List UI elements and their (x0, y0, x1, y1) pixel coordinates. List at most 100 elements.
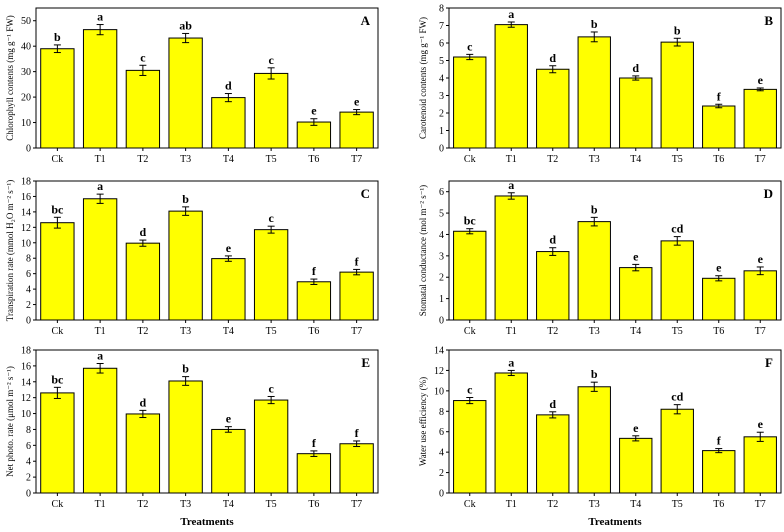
error-bar (466, 228, 474, 235)
y-tick-label: 8 (26, 425, 31, 436)
y-tick-label: 5 (439, 209, 444, 220)
y-tick-label: 3 (439, 251, 444, 262)
significance-letter: bc (51, 372, 64, 386)
category-label: T5 (266, 154, 277, 165)
category-label: T3 (180, 326, 191, 337)
error-bar (182, 32, 190, 44)
panel-letter: A (361, 13, 371, 28)
panel-d-chart: bc Ck a T1 d T2 b T3 e T4 cd T5 e T6 e T7 0 1 2 3 4 5 6 D Stomat… (418, 178, 782, 337)
bar-t6 (702, 105, 736, 149)
y-tick-label: 6 (439, 427, 444, 438)
error-bar (466, 396, 474, 405)
significance-letter: d (140, 395, 147, 409)
category-label: T1 (95, 154, 106, 165)
error-bar (353, 268, 361, 276)
bar-t1 (494, 372, 528, 494)
category-label: T5 (266, 499, 277, 510)
y-tick-label: 14 (21, 207, 31, 218)
error-bar (507, 192, 515, 200)
error-bar (507, 21, 515, 28)
bar-t5 (660, 240, 694, 321)
error-bar (96, 193, 104, 204)
y-tick-label: 16 (21, 361, 31, 372)
bar-t5 (253, 72, 289, 149)
significance-letter: c (467, 39, 473, 53)
panel-e-chart: bc Ck a T1 d T2 b T3 e T4 c T5 f T6 f T7 0 2 4 6 8 10 12 14 16 18… (5, 346, 379, 528)
category-label: T4 (630, 326, 641, 337)
significance-letter: d (549, 233, 556, 247)
significance-letter: f (312, 264, 317, 278)
bar-t6 (296, 281, 332, 321)
significance-letter: c (140, 50, 146, 64)
error-bar (549, 411, 557, 419)
significance-letter: b (182, 192, 189, 206)
category-label: T6 (308, 326, 319, 337)
bar-ck (453, 56, 487, 149)
significance-letter: f (717, 89, 722, 103)
error-bar (267, 67, 275, 80)
error-bar (139, 239, 147, 247)
category-label: T5 (266, 326, 277, 337)
category-label: T6 (308, 154, 319, 165)
significance-letter: b (591, 17, 598, 31)
category-label: T3 (180, 154, 191, 165)
significance-letter: a (508, 178, 514, 192)
significance-letter: b (182, 362, 189, 376)
error-bar (353, 109, 361, 116)
category-label: Ck (52, 326, 64, 337)
error-bar (673, 404, 681, 415)
bar-t7 (743, 270, 777, 321)
bar-t6 (702, 450, 736, 494)
significance-letter: d (549, 51, 556, 65)
panel-a-chart: b Ck a T1 c T2 ab T3 d T4 c T5 e T6 e T7 0 10 20 30 40 50 A Chl… (5, 7, 379, 165)
bar-ck (40, 392, 75, 494)
panel-letter: F (765, 355, 773, 370)
bar-ck (453, 400, 487, 494)
bar-t3 (577, 221, 611, 321)
category-label: T1 (506, 326, 517, 337)
significance-letter: bc (464, 214, 477, 228)
y-tick-label: 4 (439, 448, 444, 459)
category-label: T5 (672, 154, 683, 165)
bar-ck (40, 222, 75, 321)
error-bar (224, 93, 232, 103)
category-label: T6 (713, 326, 724, 337)
bar-t5 (253, 229, 289, 321)
category-label: T4 (223, 499, 234, 510)
bar-t1 (82, 198, 118, 321)
y-tick-label: 20 (21, 93, 31, 104)
y-tick-label: 10 (434, 386, 444, 397)
significance-letter: f (717, 434, 722, 448)
significance-letter: b (674, 23, 681, 37)
y-tick-label: 4 (26, 285, 31, 296)
y-tick-label: 6 (439, 187, 444, 198)
significance-letter: d (140, 225, 147, 239)
category-label: Ck (52, 154, 64, 165)
error-bar (96, 363, 104, 374)
error-bar (632, 75, 640, 81)
category-label: T1 (95, 326, 106, 337)
significance-letter: ab (179, 18, 192, 32)
error-bar (715, 448, 723, 454)
significance-letter: a (97, 349, 103, 363)
y-tick-label: 6 (26, 441, 31, 452)
significance-letter: e (716, 261, 722, 275)
bar-t5 (660, 408, 694, 494)
category-label: T7 (755, 154, 766, 165)
significance-letter: c (268, 53, 274, 67)
category-label: Ck (52, 499, 64, 510)
significance-letter: d (632, 61, 639, 75)
y-tick-label: 50 (21, 16, 31, 27)
error-bar (310, 450, 318, 457)
error-bar (267, 225, 275, 234)
significance-letter: d (225, 79, 232, 93)
y-tick-label: 4 (26, 457, 31, 468)
plot-frame (35, 7, 379, 149)
error-bar (53, 386, 61, 399)
significance-letter: a (508, 355, 514, 369)
category-label: Ck (464, 154, 476, 165)
panel-letter: E (361, 355, 370, 370)
panel-letter: D (764, 186, 773, 201)
significance-letter: c (467, 382, 473, 396)
y-tick-label: 2 (439, 273, 444, 284)
